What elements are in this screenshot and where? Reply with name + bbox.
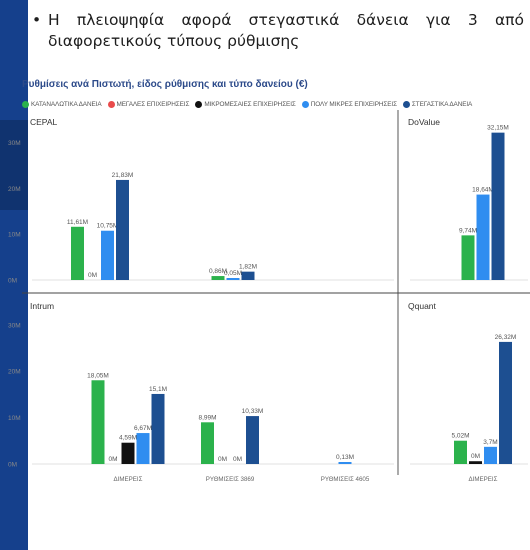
bar xyxy=(71,226,84,280)
x-category-label: ΔΙΜΕΡΕΙΣ xyxy=(469,476,498,483)
data-label: 0,86M xyxy=(209,268,227,275)
data-label: 0M xyxy=(471,453,480,460)
y-tick-label: 10M xyxy=(8,415,21,422)
bar xyxy=(338,462,352,464)
y-tick-label: 20M xyxy=(8,186,21,193)
data-label: 5,02M xyxy=(451,433,469,440)
bar xyxy=(116,179,129,280)
bullet-text: Η πλειοψηφία αφορά στεγαστικά δάνεια για… xyxy=(48,11,524,50)
data-label: 18,64M xyxy=(472,187,494,194)
legend-item[interactable]: ΜΙΚΡΟΜΕΣΑΙΕΣ ΕΠΙΧΕΙΡΗΣΕΙΣ xyxy=(195,100,296,108)
bar xyxy=(469,461,482,464)
data-label: 0M xyxy=(88,272,97,279)
bar xyxy=(121,442,135,464)
data-label: 9,74M xyxy=(459,227,477,234)
data-label: 6,67M xyxy=(134,425,152,432)
data-label: 10,33M xyxy=(242,408,264,415)
chart-title: Ρυθμίσεις ανά Πιστωτή, είδος ρύθμισης κα… xyxy=(22,79,308,90)
x-category-label: ΡΥΘΜΙΣΕΙΣ 3869 xyxy=(206,476,255,483)
x-category-label: ΡΥΘΜΙΣΕΙΣ 4605 xyxy=(321,476,370,483)
bullet-paragraph: • Η πλειοψηφία αφορά στεγαστικά δάνεια γ… xyxy=(32,10,524,52)
data-label: 21,83M xyxy=(112,172,134,179)
y-tick-label: 10M xyxy=(8,232,21,239)
legend-dot xyxy=(301,100,309,108)
data-label: 0M xyxy=(233,456,242,463)
data-label: 32,15M xyxy=(487,125,509,132)
legend-dot xyxy=(107,100,115,108)
bar xyxy=(246,416,259,464)
legend-dot xyxy=(402,100,410,108)
bar xyxy=(91,380,105,464)
legend-dot xyxy=(195,100,203,108)
data-label: 26,32M xyxy=(495,334,517,341)
facet-title: Intrum xyxy=(30,301,54,311)
bar xyxy=(461,235,475,280)
left-accent-bar xyxy=(0,0,28,550)
data-label: 0,05M xyxy=(224,270,242,277)
y-tick-label: 30M xyxy=(8,322,21,329)
data-label: 8,99M xyxy=(198,414,216,421)
bar xyxy=(226,278,240,280)
data-label: 3,7M xyxy=(483,439,497,446)
y-tick-label: 0M xyxy=(8,462,17,469)
y-tick-label: 0M xyxy=(8,278,17,285)
legend-item[interactable]: ΠΟΛΥ ΜΙΚΡΕΣ ΕΠΙΧΕΙΡΗΣΕΙΣ xyxy=(301,100,397,108)
y-tick-label: 20M xyxy=(8,369,21,376)
legend-label: ΜΙΚΡΟΜΕΣΑΙΕΣ ΕΠΙΧΕΙΡΗΣΕΙΣ xyxy=(204,100,296,108)
x-category-label: ΔΙΜΕΡΕΙΣ xyxy=(114,476,143,483)
bar xyxy=(491,132,505,280)
data-label: 11,61M xyxy=(67,219,88,226)
bar xyxy=(499,341,512,464)
legend-item[interactable]: ΣΤΕΓΑΣΤΙΚΑ ΔΑΝΕΙΑ xyxy=(402,100,473,108)
y-tick-label: 30M xyxy=(8,140,21,147)
bar xyxy=(484,446,497,464)
data-label: 15,1M xyxy=(149,386,167,393)
legend-label: ΜΕΓΑΛΕΣ ΕΠΙΧΕΙΡΗΣΕΙΣ xyxy=(116,100,190,108)
data-label: 4,59M xyxy=(119,435,137,442)
data-label: 0M xyxy=(218,456,227,463)
facet-title: Qquant xyxy=(408,301,437,311)
bar xyxy=(476,194,490,280)
bar xyxy=(454,440,467,464)
data-label: 1,82M xyxy=(239,264,257,271)
bar xyxy=(151,393,165,464)
bar xyxy=(101,230,114,280)
bar xyxy=(201,422,214,464)
legend-item[interactable]: ΚΑΤΑΝΑΛΩΤΙΚΑ ΔΑΝΕΙΑ xyxy=(22,100,102,108)
legend-label: ΠΟΛΥ ΜΙΚΡΕΣ ΕΠΙΧΕΙΡΗΣΕΙΣ xyxy=(310,100,397,108)
chart-legend: ΚΑΤΑΝΑΛΩΤΙΚΑ ΔΑΝΕΙΑ ΜΕΓΑΛΕΣ ΕΠΙΧΕΙΡΗΣΕΙΣ Μ… xyxy=(22,98,530,110)
legend-item[interactable]: ΜΕΓΑΛΕΣ ΕΠΙΧΕΙΡΗΣΕΙΣ xyxy=(107,100,190,108)
facet-title: CEPAL xyxy=(30,117,58,127)
facet-title: DoValue xyxy=(408,117,440,127)
bar xyxy=(136,433,150,464)
bullet-marker: • xyxy=(32,11,42,29)
legend-label: ΣΤΕΓΑΣΤΙΚΑ ΔΑΝΕΙΑ xyxy=(411,100,473,108)
data-label: 0,13M xyxy=(336,454,354,461)
legend-dot xyxy=(22,100,29,108)
data-label: 18,05M xyxy=(87,372,109,379)
bar xyxy=(241,271,255,280)
data-label: 0M xyxy=(108,456,117,463)
bar xyxy=(211,276,225,280)
left-accent-shade xyxy=(0,120,28,210)
legend-label: ΚΑΤΑΝΑΛΩΤΙΚΑ ΔΑΝΕΙΑ xyxy=(31,100,102,108)
data-label: 10,75M xyxy=(97,223,119,230)
bar-chart: CEPAL 0M 10M 20M 30M 11,61M 0M 10,75M 21,83M 0,86… xyxy=(8,110,530,483)
